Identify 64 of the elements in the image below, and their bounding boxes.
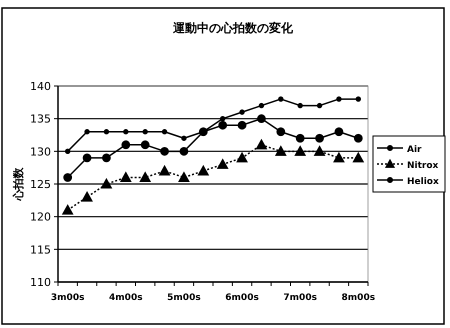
point bbox=[220, 116, 226, 122]
point bbox=[276, 127, 286, 136]
point bbox=[123, 129, 129, 134]
x-tick-label: 6m00s bbox=[225, 293, 259, 303]
x-tick-label: 5m00s bbox=[167, 293, 201, 303]
point bbox=[354, 134, 363, 143]
point bbox=[181, 136, 187, 141]
point bbox=[333, 152, 344, 162]
point bbox=[294, 146, 306, 156]
x-tick-label: 4m00s bbox=[109, 293, 143, 303]
y-tick-label: 140 bbox=[30, 80, 51, 93]
point bbox=[316, 102, 322, 108]
point bbox=[314, 146, 326, 156]
point bbox=[178, 172, 190, 182]
point bbox=[296, 134, 305, 143]
legend-label: Air bbox=[407, 145, 422, 155]
point bbox=[82, 153, 92, 162]
point bbox=[258, 102, 264, 108]
point bbox=[63, 173, 72, 182]
point bbox=[352, 152, 364, 162]
point bbox=[140, 140, 150, 150]
x-tick-label: 3m00s bbox=[50, 293, 84, 303]
y-tick-label: 115 bbox=[30, 243, 51, 256]
point bbox=[238, 120, 246, 130]
x-tick-label: 7m00s bbox=[283, 293, 317, 303]
point bbox=[275, 146, 286, 156]
legend-label: Nitrox bbox=[407, 161, 439, 171]
point bbox=[160, 146, 169, 156]
point bbox=[334, 127, 344, 136]
point bbox=[198, 165, 209, 176]
point bbox=[62, 204, 74, 215]
chart-title: 運動中の心拍数の変化 bbox=[172, 21, 294, 35]
point bbox=[120, 172, 132, 182]
y-tick-label: 125 bbox=[30, 178, 51, 191]
point bbox=[142, 129, 148, 134]
point bbox=[100, 178, 112, 189]
point bbox=[159, 165, 170, 176]
point bbox=[64, 148, 70, 154]
point bbox=[278, 96, 284, 102]
point bbox=[218, 120, 228, 130]
y-tick-label: 135 bbox=[30, 112, 51, 126]
x-tick-label: 8m00s bbox=[342, 293, 376, 303]
point bbox=[82, 192, 93, 202]
point bbox=[180, 146, 188, 156]
point bbox=[356, 96, 362, 102]
point bbox=[217, 158, 228, 169]
point bbox=[336, 96, 342, 102]
point bbox=[236, 152, 248, 162]
point bbox=[315, 134, 324, 143]
legend-label: Heliox bbox=[407, 177, 439, 187]
point bbox=[104, 129, 110, 134]
y-tick-label: 110 bbox=[30, 276, 51, 289]
point bbox=[162, 129, 168, 134]
point bbox=[140, 172, 151, 182]
point bbox=[297, 102, 303, 108]
point bbox=[84, 129, 90, 134]
point bbox=[256, 139, 267, 150]
point bbox=[257, 114, 266, 124]
y-tick-label: 130 bbox=[30, 145, 51, 158]
y-tick-label: 120 bbox=[30, 210, 51, 224]
point bbox=[121, 140, 130, 150]
point bbox=[239, 109, 245, 115]
point bbox=[102, 153, 111, 162]
y-axis-title: 心拍数 bbox=[12, 166, 25, 202]
